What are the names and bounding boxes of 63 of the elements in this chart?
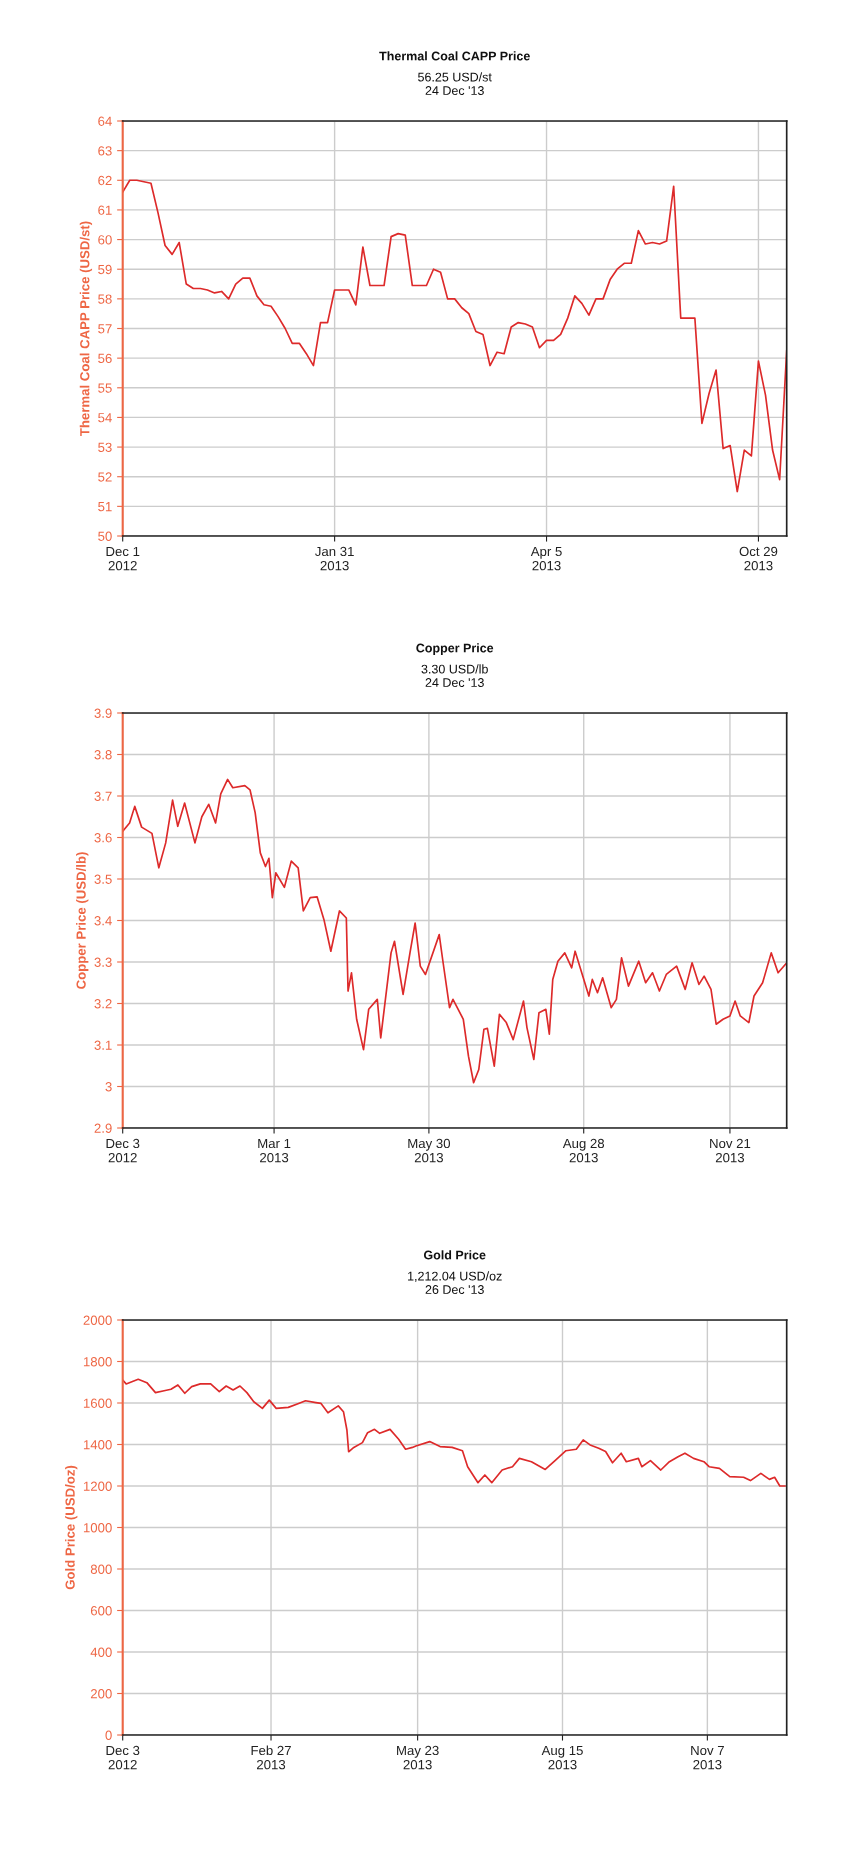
x-tick-label: Jan 31 2013 [315, 546, 354, 571]
y-tick-label: 3.3 [94, 957, 112, 967]
x-tick-label: Oct 29 2013 [739, 546, 778, 571]
x-tick-label: Mar 1 2013 [258, 1138, 291, 1163]
y-tick-label: 3.7 [94, 791, 112, 801]
y-tick-label: 1600 [83, 1398, 112, 1408]
y-tick-label: 1200 [83, 1481, 112, 1491]
y-tick-label: 800 [90, 1564, 112, 1574]
chart-subtitle: 3.30 USD/lb 24 Dec '13 [421, 664, 488, 687]
y-tick-label: 52 [98, 472, 112, 482]
y-axis-title: Gold Price (USD/oz) [65, 1465, 78, 1590]
chart-subtitle: 56.25 USD/st 24 Dec '13 [418, 72, 492, 95]
x-tick-label: Dec 3 2012 [106, 1745, 140, 1770]
y-tick-label: 61 [98, 205, 112, 215]
line-series [122, 778, 787, 1084]
y-tick-label: 600 [90, 1606, 112, 1616]
y-axis-title: Copper Price (USD/lb) [76, 852, 89, 989]
y-axis-title: Thermal Coal CAPP Price (USD/st) [79, 221, 93, 437]
y-tick-label: 2.9 [94, 1123, 112, 1133]
x-tick-label: Nov 21 2013 [710, 1138, 751, 1163]
y-tick-label: 63 [98, 146, 112, 156]
y-tick-label: 50 [98, 531, 112, 541]
y-tick-label: 55 [98, 383, 112, 393]
x-tick-label: May 23 2013 [397, 1745, 439, 1770]
x-tick-label: Aug 15 2013 [541, 1745, 583, 1770]
x-tick-label: Aug 28 2013 [562, 1138, 605, 1163]
x-tick-label: May 30 2013 [408, 1138, 451, 1163]
x-tick-label: Apr 5 2013 [530, 546, 562, 571]
y-tick-label: 1800 [83, 1357, 112, 1367]
x-tick-label: Feb 27 2013 [251, 1745, 291, 1770]
chart-title: Copper Price [416, 643, 494, 655]
y-tick-label: 2000 [83, 1315, 112, 1325]
y-tick-label: 64 [98, 116, 112, 126]
y-tick-label: 3.6 [94, 833, 112, 843]
y-tick-label: 3.4 [94, 916, 112, 926]
line-series [122, 1378, 786, 1487]
y-tick-label: 3 [105, 1082, 112, 1092]
y-tick-label: 57 [98, 324, 112, 334]
chart-title: Thermal Coal CAPP Price [379, 51, 530, 61]
y-tick-label: 3.9 [94, 708, 112, 718]
y-tick-label: 59 [98, 264, 112, 275]
y-tick-label: 3.8 [94, 750, 112, 760]
x-tick-label: Dec 1 2012 [106, 546, 140, 571]
y-tick-label: 53 [98, 442, 112, 452]
y-tick-label: 54 [98, 413, 112, 423]
y-tick-label: 200 [90, 1689, 112, 1699]
y-tick-label: 3.1 [94, 1040, 112, 1050]
y-tick-label: 3.2 [94, 999, 112, 1009]
chart-subtitle: 1,212.04 USD/oz 26 Dec '13 [408, 1271, 502, 1294]
y-tick-label: 3.5 [94, 874, 112, 884]
y-tick-label: 1400 [83, 1440, 112, 1450]
y-tick-label: 51 [98, 502, 112, 512]
y-tick-label: 400 [90, 1647, 112, 1657]
y-tick-label: 60 [98, 235, 112, 245]
y-tick-label: 1000 [83, 1523, 112, 1533]
y-tick-label: 58 [98, 294, 112, 304]
y-tick-label: 0 [105, 1730, 112, 1740]
y-tick-label: 62 [98, 175, 112, 186]
x-tick-label: Nov 7 2013 [691, 1745, 724, 1770]
x-tick-label: Dec 3 2012 [106, 1138, 140, 1163]
y-tick-label: 56 [98, 353, 112, 364]
line-series [122, 179, 787, 493]
chart-title: Gold Price [423, 1250, 486, 1260]
